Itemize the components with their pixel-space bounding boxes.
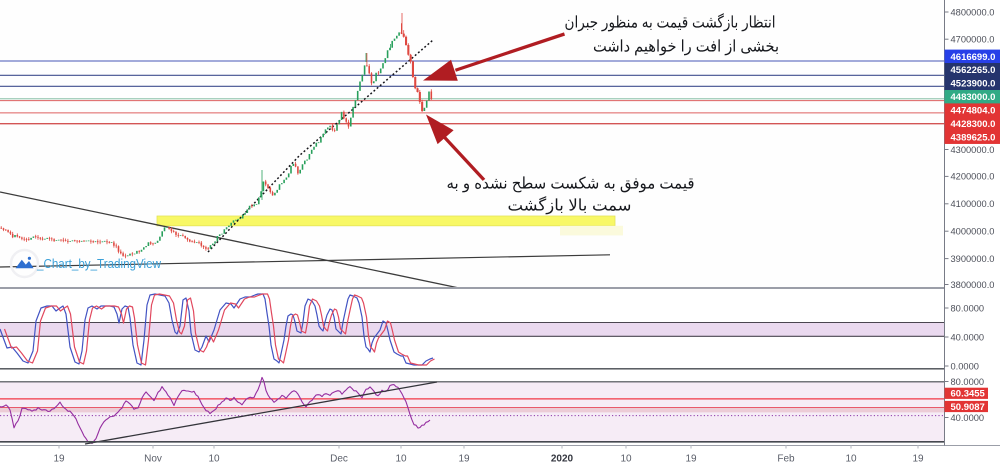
svg-text:4389625.0: 4389625.0 [951,133,996,144]
svg-text:4562265.0: 4562265.0 [951,65,996,76]
svg-text:_Chart_by_TradingView: _Chart_by_TradingView [36,257,162,271]
svg-text:19: 19 [685,454,697,465]
svg-text:10: 10 [620,454,632,465]
svg-text:50.9087: 50.9087 [951,402,985,413]
svg-text:3900000.0: 3900000.0 [951,254,995,264]
svg-text:19: 19 [53,454,65,465]
svg-text:10: 10 [395,454,407,465]
svg-text:19: 19 [912,454,924,465]
svg-text:4523900.0: 4523900.0 [951,79,996,90]
svg-text:4474804.0: 4474804.0 [951,106,996,117]
svg-text:10: 10 [208,454,220,465]
svg-text:4200000.0: 4200000.0 [951,172,995,182]
svg-text:4800000.0: 4800000.0 [951,7,995,17]
svg-text:انتظار بازگشت قیمت به منظور جب: انتظار بازگشت قیمت به منظور جبران [565,13,776,32]
svg-text:بخشی از افت را خواهیم داشت: بخشی از افت را خواهیم داشت [593,39,779,56]
svg-text:0.0000: 0.0000 [951,361,979,371]
svg-text:4700000.0: 4700000.0 [951,35,995,45]
svg-text:10: 10 [845,454,857,465]
svg-text:4300000.0: 4300000.0 [951,145,995,155]
svg-text:4428300.0: 4428300.0 [951,119,996,130]
svg-text:80.0000: 80.0000 [951,377,985,387]
svg-text:4616699.0: 4616699.0 [951,52,996,63]
svg-text:40.0000: 40.0000 [951,332,985,342]
svg-text:سمت بالا بازگشت: سمت بالا بازگشت [508,196,632,215]
svg-text:60.3455: 60.3455 [951,389,986,400]
svg-text:4100000.0: 4100000.0 [951,199,995,209]
svg-text:40.0000: 40.0000 [951,413,985,423]
svg-text:2020: 2020 [551,454,574,465]
svg-text:4483000.0: 4483000.0 [951,92,996,103]
svg-text:قیمت موفق به شکست سطح نشده و ب: قیمت موفق به شکست سطح نشده و به [447,176,695,193]
svg-text:Feb: Feb [777,454,795,465]
svg-text:Nov: Nov [144,454,162,465]
svg-text:Dec: Dec [330,454,348,465]
svg-text:19: 19 [458,454,470,465]
svg-text:4000000.0: 4000000.0 [951,227,995,237]
svg-text:3800000.0: 3800000.0 [951,280,995,290]
svg-text:80.0000: 80.0000 [951,303,985,313]
